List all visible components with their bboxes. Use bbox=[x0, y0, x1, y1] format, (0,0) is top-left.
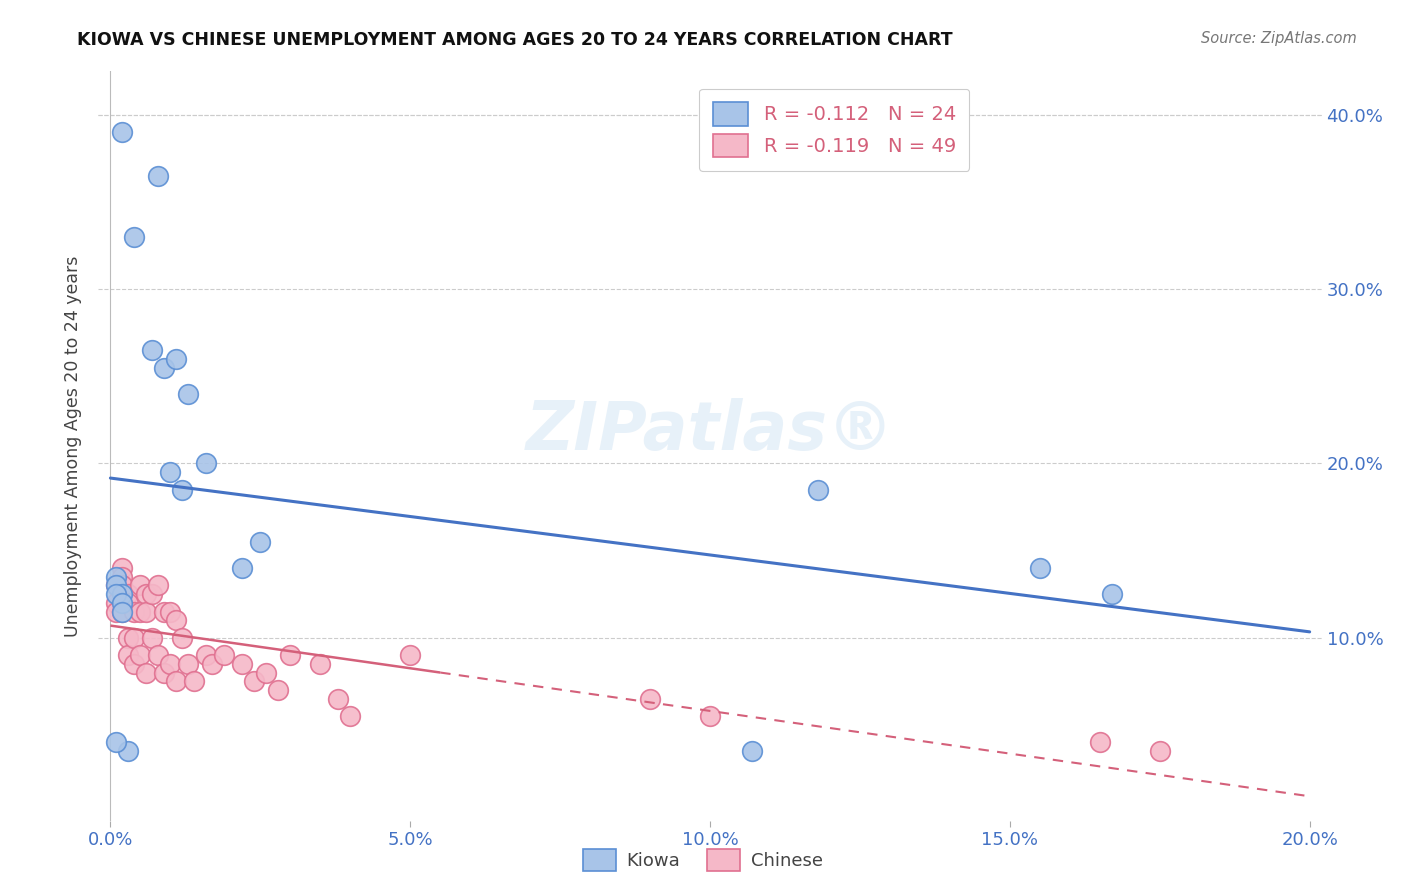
Point bbox=[195, 648, 218, 662]
Point bbox=[741, 744, 763, 758]
Point bbox=[105, 735, 128, 749]
Point bbox=[124, 631, 146, 645]
Point bbox=[243, 674, 266, 689]
Point bbox=[117, 587, 139, 601]
Point bbox=[153, 360, 176, 375]
Point bbox=[141, 343, 163, 358]
Point bbox=[1101, 587, 1123, 601]
Point bbox=[699, 709, 721, 723]
Point bbox=[148, 648, 170, 662]
Point bbox=[214, 648, 236, 662]
Point bbox=[111, 561, 134, 575]
Point bbox=[309, 657, 332, 671]
Point bbox=[111, 587, 134, 601]
Point bbox=[201, 657, 224, 671]
Point bbox=[177, 657, 200, 671]
Point bbox=[278, 648, 301, 662]
Point bbox=[399, 648, 422, 662]
Point bbox=[111, 578, 134, 592]
Point bbox=[249, 534, 271, 549]
Point bbox=[183, 674, 205, 689]
Point bbox=[231, 561, 253, 575]
Point bbox=[117, 744, 139, 758]
Point bbox=[153, 605, 176, 619]
Point bbox=[638, 691, 661, 706]
Point bbox=[267, 682, 290, 697]
Point bbox=[105, 596, 128, 610]
Point bbox=[339, 709, 361, 723]
Point bbox=[165, 613, 187, 627]
Point bbox=[105, 578, 128, 592]
Point bbox=[105, 605, 128, 619]
Point bbox=[105, 587, 128, 601]
Point bbox=[172, 483, 194, 497]
Point bbox=[172, 631, 194, 645]
Point bbox=[1029, 561, 1052, 575]
Point bbox=[111, 596, 134, 610]
Point bbox=[117, 631, 139, 645]
Point bbox=[129, 648, 152, 662]
Point bbox=[1088, 735, 1111, 749]
Point bbox=[135, 605, 157, 619]
Point bbox=[153, 665, 176, 680]
Point bbox=[111, 125, 134, 139]
Point bbox=[105, 578, 128, 592]
Point bbox=[148, 578, 170, 592]
Point bbox=[117, 648, 139, 662]
Text: ZIPatlas®: ZIPatlas® bbox=[526, 398, 894, 464]
Point bbox=[129, 605, 152, 619]
Point bbox=[177, 386, 200, 401]
Point bbox=[141, 631, 163, 645]
Point bbox=[111, 570, 134, 584]
Legend: R = -0.112   N = 24, R = -0.119   N = 49: R = -0.112 N = 24, R = -0.119 N = 49 bbox=[699, 88, 969, 171]
Legend: Kiowa, Chinese: Kiowa, Chinese bbox=[576, 842, 830, 879]
Point bbox=[135, 587, 157, 601]
Point bbox=[165, 674, 187, 689]
Point bbox=[135, 665, 157, 680]
Point bbox=[124, 657, 146, 671]
Point bbox=[124, 230, 146, 244]
Point bbox=[254, 665, 277, 680]
Point bbox=[1149, 744, 1171, 758]
Point bbox=[148, 169, 170, 183]
Text: Source: ZipAtlas.com: Source: ZipAtlas.com bbox=[1201, 31, 1357, 46]
Point bbox=[129, 578, 152, 592]
Point bbox=[117, 596, 139, 610]
Point bbox=[141, 587, 163, 601]
Point bbox=[231, 657, 253, 671]
Point bbox=[111, 605, 134, 619]
Point bbox=[159, 605, 181, 619]
Point bbox=[195, 457, 218, 471]
Point bbox=[124, 605, 146, 619]
Point bbox=[111, 605, 134, 619]
Text: KIOWA VS CHINESE UNEMPLOYMENT AMONG AGES 20 TO 24 YEARS CORRELATION CHART: KIOWA VS CHINESE UNEMPLOYMENT AMONG AGES… bbox=[77, 31, 953, 49]
Y-axis label: Unemployment Among Ages 20 to 24 years: Unemployment Among Ages 20 to 24 years bbox=[65, 255, 83, 637]
Point bbox=[159, 465, 181, 479]
Point bbox=[807, 483, 830, 497]
Point bbox=[328, 691, 350, 706]
Point bbox=[159, 657, 181, 671]
Point bbox=[105, 570, 128, 584]
Point bbox=[165, 351, 187, 366]
